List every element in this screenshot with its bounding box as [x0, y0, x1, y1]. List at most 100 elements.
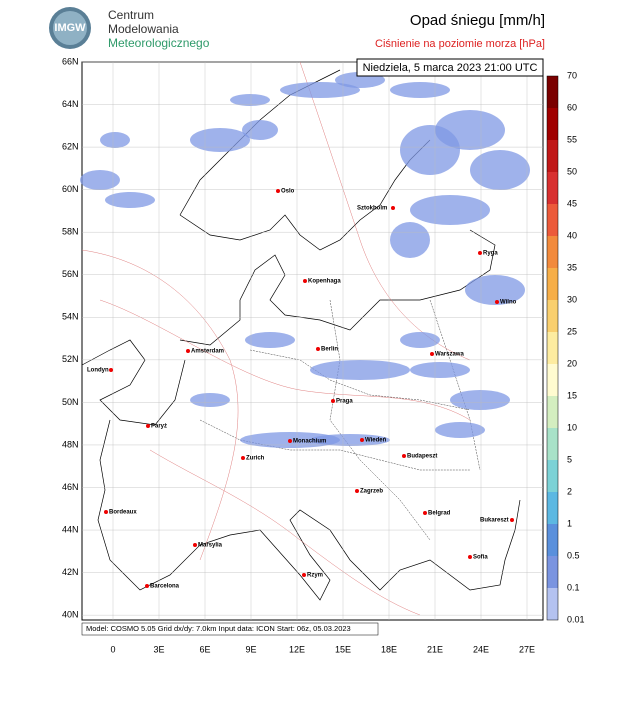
city-label: Barcelona — [150, 584, 180, 590]
map — [80, 61, 544, 621]
logo: IMGW Centrum Modelowania Meteorologiczne… — [49, 7, 210, 50]
snow-area — [230, 94, 270, 106]
snow-area — [410, 362, 470, 378]
date-frame — [356, 58, 544, 77]
colorbar-frame — [546, 75, 559, 621]
colorbar-label: 0.01 — [567, 614, 585, 624]
city-dot — [316, 347, 320, 351]
colorbar-label: 20 — [567, 358, 577, 368]
city-dot — [402, 454, 406, 458]
colorbar-label: 40 — [567, 230, 577, 240]
colorbar-label: 10 — [567, 422, 577, 432]
colorbar-segment — [547, 236, 558, 268]
logo-line: Modelowania — [108, 22, 179, 36]
city-label: Budapeszt — [407, 454, 437, 460]
lat-label: 62N — [62, 141, 79, 151]
city-label: Sztokholm — [357, 206, 387, 212]
city-dot — [495, 300, 499, 304]
city-label: Warszawa — [435, 352, 464, 358]
lon-label: 27E — [519, 644, 535, 654]
colorbar-segment — [547, 396, 558, 428]
lat-label: 52N — [62, 354, 79, 364]
city-label: Amsterdam — [191, 349, 224, 355]
colorbar-label: 30 — [567, 294, 577, 304]
colorbar-segment — [547, 76, 558, 108]
city-dot — [146, 424, 150, 428]
city-label: Belgrad — [428, 511, 451, 517]
isobar — [99, 299, 471, 421]
city-dot — [468, 555, 472, 559]
city-dot — [276, 189, 280, 193]
snow-area — [242, 120, 278, 140]
city-dot — [302, 573, 306, 577]
city-dot — [391, 206, 395, 210]
city-dot — [510, 518, 514, 522]
city-label: Zagrzeb — [360, 489, 383, 495]
colorbar-segment — [547, 524, 558, 556]
title: Opad śniegu [mm/h] — [410, 12, 545, 29]
city-label: Marsylia — [198, 543, 223, 549]
snow-area — [390, 222, 430, 258]
snow-area — [100, 132, 130, 148]
snow-area — [80, 170, 120, 190]
snowfall — [80, 72, 530, 448]
colorbar-label: 2 — [567, 486, 572, 496]
logo-badge-text: IMGW — [54, 22, 86, 34]
lon-label: 24E — [473, 644, 489, 654]
colorbar-label: 60 — [567, 102, 577, 112]
border — [199, 419, 470, 471]
city-dot — [303, 279, 307, 283]
border — [249, 349, 471, 411]
city-dot — [104, 510, 108, 514]
city-label: Wiedeń — [365, 438, 387, 444]
city-label: Rzym — [307, 573, 323, 579]
snow-area — [190, 393, 230, 407]
snow-area — [435, 422, 485, 438]
colorbar-segment — [547, 364, 558, 396]
colorbar-label: 0.1 — [567, 582, 580, 592]
date-box: Niedziela, 5 marca 2023 21:00 UTC — [356, 58, 544, 77]
footer-frame — [81, 622, 379, 636]
colorbar-label: 25 — [567, 326, 577, 336]
colorbar-label: 35 — [567, 262, 577, 272]
lat-label: 64N — [62, 99, 79, 109]
snow-area — [435, 110, 505, 150]
lon-label: 6E — [199, 644, 210, 654]
lon-label: 15E — [335, 644, 351, 654]
snow-area — [310, 434, 390, 446]
lat-label: 40N — [62, 610, 79, 620]
city-dot — [331, 399, 335, 403]
coast-south — [97, 419, 521, 601]
city-dot — [430, 352, 434, 356]
colorbar-label: 1 — [567, 518, 572, 528]
lat-label: 48N — [62, 439, 79, 449]
isobar — [149, 449, 421, 616]
city-label: Kopenhaga — [308, 279, 341, 285]
colorbar-segment — [547, 556, 558, 588]
coast-baltic — [239, 229, 496, 331]
city-label: Sofia — [473, 555, 488, 561]
snow-area — [470, 150, 530, 190]
colorbar-label: 45 — [567, 198, 577, 208]
colorbar-label: 50 — [567, 166, 577, 176]
coastlines — [81, 69, 521, 601]
colorbar-segment — [547, 492, 558, 524]
city-label: Wilno — [500, 300, 517, 306]
logo-badge-inner — [53, 11, 87, 45]
city-label: Oslo — [281, 189, 295, 195]
colorbar-segment — [547, 108, 558, 140]
colorbar-label: 15 — [567, 390, 577, 400]
coast-britain — [81, 339, 186, 426]
snow-area — [400, 332, 440, 348]
city-label: Monachium — [293, 439, 326, 445]
lon-label: 9E — [245, 644, 256, 654]
footer: Model: COSMO 5.05 Grid dx/dy: 7.0km Inpu… — [86, 624, 351, 633]
city-dot — [145, 584, 149, 588]
lat-label: 54N — [62, 312, 79, 322]
city-label: Berlin — [321, 347, 338, 353]
snow-area — [310, 360, 410, 380]
coast-sweden — [179, 139, 431, 251]
lon-label: 3E — [153, 644, 164, 654]
lon-label: 21E — [427, 644, 443, 654]
city-label: Bordeaux — [109, 510, 137, 516]
